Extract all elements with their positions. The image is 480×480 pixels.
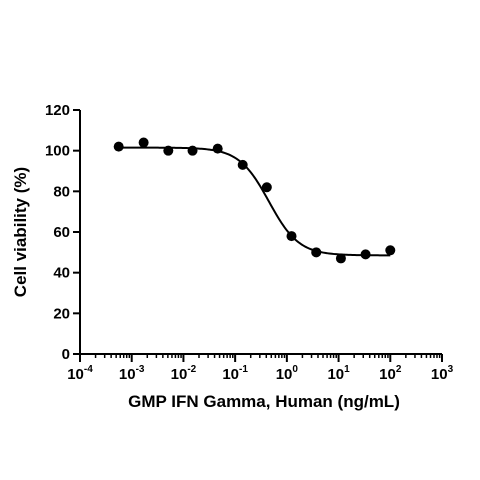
y-tick-label: 80 [53,183,70,200]
axes [79,110,442,355]
x-tick-exponent: 3 [448,364,454,375]
x-tick-exponent: -4 [84,364,93,375]
data-points [113,137,396,264]
fit-curve [118,146,391,257]
x-tick-base: 10 [222,366,239,383]
data-point [286,231,297,242]
x-tick-label: 10-1 [222,364,248,383]
data-point [113,141,124,152]
x-tick-exponent: -2 [187,364,196,375]
x-tick-label: 101 [327,364,350,383]
x-axis-ticks: 10-4 10-3 10-2 10-1 100 101 102 103 [67,354,454,383]
y-tick-label: 20 [53,305,70,322]
x-tick-exponent: 2 [396,364,402,375]
y-tick-label: 40 [53,265,70,282]
x-tick-exponent: 1 [344,364,350,375]
y-axis-ticks: 0 20 40 60 80 100 120 [45,102,80,363]
x-tick-exponent: 0 [292,364,298,375]
data-point [335,253,346,264]
x-tick-label: 100 [276,364,299,383]
x-axis-title: GMP IFN Gamma, Human (ng/mL) [128,392,400,411]
data-point [360,249,371,260]
x-tick-label: 103 [431,364,454,383]
data-point [163,145,174,156]
x-tick-base: 10 [379,366,396,383]
data-point [237,159,248,170]
x-tick-label: 102 [379,364,402,383]
data-point [311,247,322,258]
y-tick-label: 100 [45,143,70,160]
x-tick-base: 10 [276,366,293,383]
y-tick-label: 60 [53,224,70,241]
x-tick-label: 10-3 [119,364,145,383]
x-tick-base: 10 [431,366,448,383]
y-tick-label: 0 [62,346,70,363]
x-tick-base: 10 [67,366,84,383]
data-point [212,143,223,154]
data-point [187,145,198,156]
y-axis-title: Cell viability (%) [11,167,30,297]
y-tick-label: 120 [45,102,70,119]
x-tick-label: 10-4 [67,364,93,383]
data-point [261,182,272,193]
x-tick-base: 10 [327,366,344,383]
data-point [385,245,396,256]
x-tick-exponent: -3 [136,364,145,375]
x-tick-base: 10 [119,366,136,383]
x-tick-base: 10 [171,366,188,383]
data-point [138,137,149,148]
x-tick-exponent: -1 [239,364,248,375]
x-tick-label: 10-2 [171,364,197,383]
